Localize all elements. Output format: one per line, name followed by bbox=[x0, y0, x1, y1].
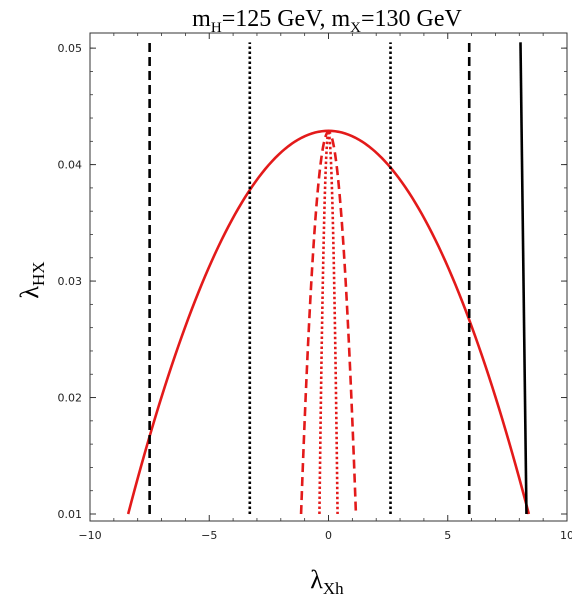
title-end: =130 GeV bbox=[361, 6, 463, 32]
y-label-main: λ bbox=[15, 286, 44, 299]
y-label-sub: HX bbox=[29, 261, 48, 286]
y-tick-label: 0.01 bbox=[58, 508, 83, 521]
title-m-h: m bbox=[192, 6, 211, 32]
chart-title: mH=125 GeV, mX=130 GeV bbox=[192, 6, 462, 36]
x-label-main: λ bbox=[310, 565, 323, 594]
x-axis-label: λXh bbox=[310, 565, 344, 597]
x-tick-label: 10 bbox=[560, 529, 572, 542]
title-sub-h: H bbox=[211, 20, 222, 36]
title-mid: =125 GeV, bbox=[222, 6, 332, 32]
plot-frame bbox=[89, 32, 568, 522]
x-tick-label: 0 bbox=[325, 529, 332, 542]
y-tick-label: 0.02 bbox=[58, 392, 83, 405]
y-tick-label: 0.05 bbox=[58, 42, 83, 55]
x-tick-label: −10 bbox=[78, 529, 101, 542]
x-label-sub: Xh bbox=[323, 579, 344, 597]
series-layer bbox=[126, 42, 531, 515]
series-parabola-dotted-2 bbox=[318, 131, 339, 515]
axes-layer bbox=[89, 32, 568, 522]
x-tick-label: 5 bbox=[444, 529, 451, 542]
series-segment-solid-7 bbox=[519, 42, 528, 515]
title-m-x: m bbox=[331, 6, 350, 32]
x-tick-label: −5 bbox=[201, 529, 217, 542]
title-sub-x: X bbox=[350, 20, 361, 36]
series-parabola-dashed-1 bbox=[299, 130, 358, 515]
y-tick-label: 0.03 bbox=[58, 275, 83, 288]
ticks-layer: −10 −5 0 5 10 0.01 0.02 0.03 0.04 0.05 bbox=[58, 33, 572, 542]
y-tick-label: 0.04 bbox=[58, 159, 83, 172]
y-axis-label: λHX bbox=[15, 261, 48, 298]
